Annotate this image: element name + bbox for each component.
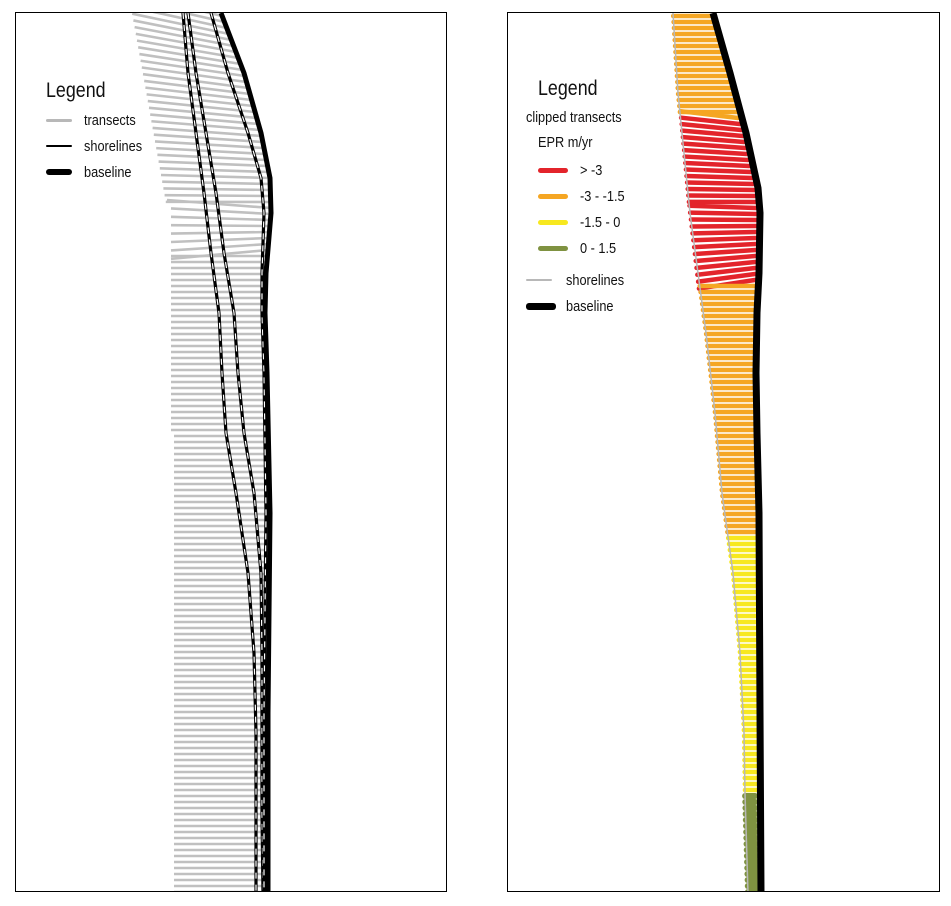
clipped-transect — [687, 203, 758, 211]
legend-item-shorelines: shorelines — [46, 133, 152, 159]
clipped-transect — [680, 134, 747, 145]
clipped-transect — [695, 271, 758, 284]
clipped-transect — [692, 247, 758, 257]
shoreline-dash — [210, 13, 267, 891]
clipped-transect — [682, 154, 751, 163]
legend-label: baseline — [84, 163, 132, 181]
legend-title: Legend — [46, 79, 106, 102]
transect-line — [131, 13, 230, 36]
shoreline-dash — [182, 13, 257, 891]
transect-line — [160, 173, 271, 180]
legend-left: Legend transects shorelines baseline — [46, 79, 152, 185]
legend-label: shorelines — [84, 137, 143, 155]
clipped-transect — [680, 128, 745, 139]
transect-line — [170, 248, 269, 261]
transect-line — [170, 207, 271, 216]
clipped-transect — [683, 167, 753, 175]
clipped-transect — [695, 265, 758, 277]
legend-item-baseline: baseline — [526, 293, 639, 319]
legend-label: 0 - 1.5 — [580, 239, 617, 257]
epr-map — [670, 13, 765, 891]
legend-item-transects: transects — [46, 107, 152, 133]
clipped-transect — [684, 180, 756, 187]
transect-line — [156, 146, 266, 156]
shorelines-swatch — [46, 145, 72, 147]
clipped-transect — [679, 121, 744, 133]
baseline-swatch — [526, 302, 556, 310]
class-swatch — [538, 167, 568, 173]
clipped-transect — [693, 253, 758, 264]
legend-label: baseline — [566, 297, 614, 315]
legend-subtitle: clipped transects — [526, 109, 622, 126]
legend-label: shorelines — [566, 271, 625, 289]
clipped-transect — [685, 186, 757, 193]
class-swatch — [538, 219, 568, 225]
map-panel-epr: Legend clipped transects EPR m/yr > -3 -… — [507, 12, 940, 892]
clipped-transects-group — [670, 13, 761, 891]
baseline-line — [218, 13, 274, 891]
transect-line — [158, 160, 268, 168]
transect-line — [157, 153, 267, 162]
transect-line — [162, 180, 271, 186]
class-swatch — [538, 245, 568, 251]
baseline-swatch — [46, 169, 72, 175]
map-panel-transects: Legend transects shorelines baseline — [15, 12, 447, 892]
transects-swatch — [46, 118, 72, 122]
clipped-transect — [694, 259, 758, 271]
legend-label: -3 - -1.5 — [580, 187, 625, 205]
shoreline-line — [672, 13, 749, 891]
legend-class-3: -1.5 - 0 — [538, 209, 639, 235]
clipped-transect — [691, 235, 758, 243]
legend-label: transects — [84, 111, 136, 129]
legend-class-4: 0 - 1.5 — [538, 235, 639, 261]
transect-line — [170, 242, 269, 252]
legend-item-baseline: baseline — [46, 159, 152, 185]
legend-class-2: -3 - -1.5 — [538, 183, 639, 209]
clipped-transect — [678, 115, 742, 127]
clipped-transect — [687, 210, 759, 217]
clipped-transect — [678, 108, 741, 121]
legend-label: > -3 — [580, 161, 603, 179]
baseline-line — [709, 13, 765, 891]
clipped-transect — [683, 160, 752, 169]
clipped-transect — [681, 147, 749, 157]
shorelines-swatch — [526, 279, 552, 281]
transect-line — [152, 13, 228, 30]
legend-class-1: > -3 — [538, 157, 639, 183]
transect-line — [179, 13, 225, 24]
clipped-transect — [686, 193, 757, 199]
shoreline-dash — [187, 13, 264, 891]
legend-field: EPR m/yr — [538, 134, 593, 151]
clipped-transect — [691, 241, 758, 250]
clipped-transect — [684, 173, 755, 181]
legend-title: Legend — [538, 77, 598, 100]
clipped-transect — [690, 229, 758, 236]
class-swatch — [538, 193, 568, 199]
legend-label: -1.5 - 0 — [580, 213, 621, 231]
transect-line — [133, 19, 232, 42]
transect-line — [170, 236, 269, 244]
transects-map — [131, 13, 274, 891]
transect-line — [159, 166, 269, 174]
clipped-transect — [681, 141, 748, 151]
legend-item-shorelines: shorelines — [526, 267, 639, 293]
legend-right: Legend clipped transects EPR m/yr > -3 -… — [526, 77, 639, 319]
